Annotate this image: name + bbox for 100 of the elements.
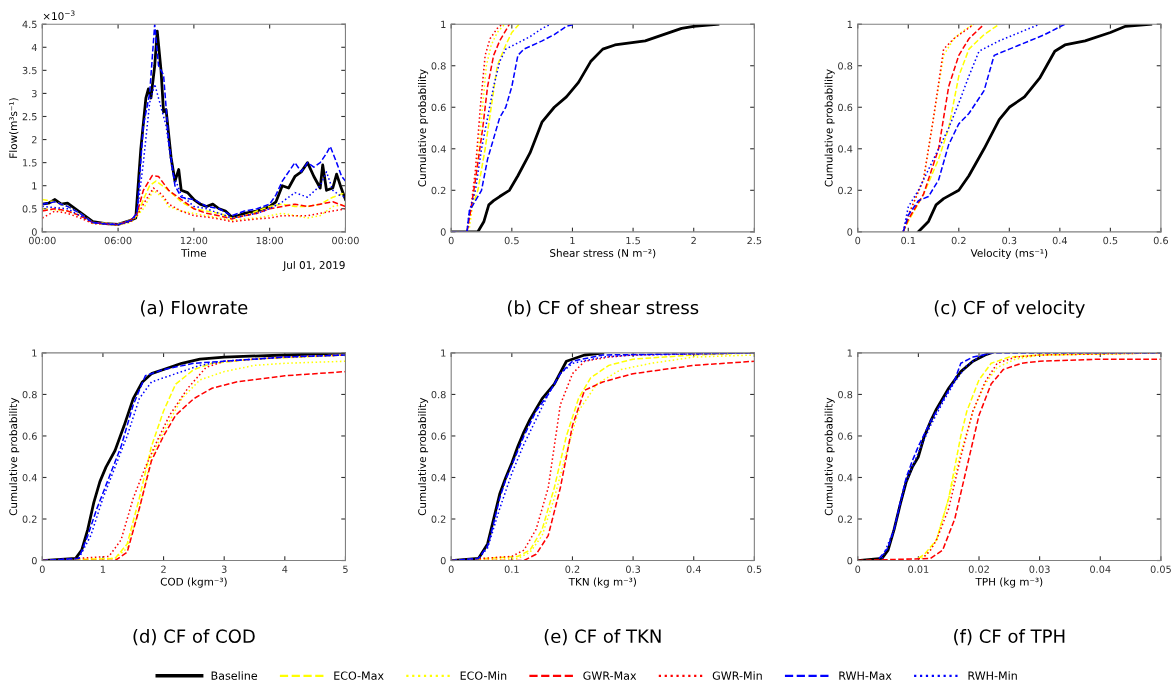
y-tick-label: 0.4 [431,473,446,482]
y-tick-label: 4 [31,43,37,51]
x-tick-label: 4 [282,565,288,573]
text: (f) CF of TPH [954,629,1065,646]
y-tick-label: 2 [31,136,37,144]
x-tick-label: 0.02 [968,565,989,573]
y-tick-label: 0.6 [22,432,37,440]
x-tick-label: 0.5 [1103,236,1118,245]
y-tick-label: 0.6 [431,103,446,112]
y-tick-label: 0.8 [22,390,37,399]
x-tick-label: 0.03 [1029,565,1050,573]
x-tick-label: 2.5 [747,236,762,245]
y-axis-title: Cumulative probability [418,397,429,516]
y-axis-title: Cumulative probability [824,69,835,187]
x-tick-label: 0 [855,236,861,245]
x-tick-label: 3 [221,565,227,573]
legend-label: GWR-Max [583,671,637,680]
y-tick-label: 0.2 [431,515,446,523]
y-tick-label: 1 [847,349,852,357]
x-axis-title: TKN (kg m⁻³) [568,577,636,588]
x-axis-title: Time [181,248,207,257]
y-tick-label: 0 [31,557,37,565]
y-tick-label: 0 [31,228,37,236]
x-tick-label: 0.1 [901,236,916,245]
y-tick-label: 0.4 [22,473,37,482]
y-tick-label: 1.5 [23,159,37,167]
text: Jul 01, 2019 [282,260,345,271]
y-tick-label: 0.4 [838,145,853,153]
x-tick-label: 06:00 [104,236,132,245]
y-tick-label: 1 [441,349,446,357]
y-axis-title: Cumulative probability [9,397,20,516]
y-axis-title: Flow(m³s⁻¹) [9,98,19,158]
legend-label: GWR-Min [712,671,762,680]
y-tick-label: 0.4 [838,473,853,482]
y-tick-label: 0.2 [22,515,37,523]
y-tick-label: 0.2 [431,186,446,195]
x-axis-title: Shear stress (N m⁻²) [550,248,656,259]
x-tick-label: 0.04 [1090,565,1111,573]
y-tick-label: 0 [847,557,853,565]
y-tick-label: 0.2 [838,515,852,523]
x-tick-label: 2 [691,236,696,245]
text: (b) CF of shear stress [507,300,699,317]
x-tick-label: 0.3 [1002,236,1017,245]
y-axis-title: Cumulative probability [824,397,835,516]
y-tick-label: 0 [440,228,446,236]
x-tick-label: 1 [570,236,575,245]
x-tick-label: 0.4 [1052,236,1068,245]
y-tick-label: 4.5 [22,20,37,29]
legend-label: RWH-Max [839,671,892,680]
x-tick-label: 12:00 [180,236,208,245]
x-tick-label: 0.1 [504,565,519,573]
x-tick-label: 0.01 [908,565,929,573]
x-tick-label: 0.2 [951,236,966,245]
y-tick-label: 0 [847,228,853,236]
x-tick-label: 0 [855,565,861,573]
x-axis-title: COD (kgm⁻³) [160,577,227,588]
legend-label: ECO-Max [334,671,384,680]
y-tick-label: 0.6 [431,432,446,440]
x-tick-label: 0.2 [565,565,580,573]
x-tick-label: 0 [448,565,454,573]
x-tick-label: 00:00 [332,236,359,245]
text: (e) CF of TKN [544,629,661,646]
x-tick-label: 0.4 [686,565,701,573]
x-tick-label: 0.6 [1153,236,1169,245]
x-tick-label: 0 [39,565,45,573]
x-axis-title: TPH (kg m⁻³) [975,577,1043,588]
x-tick-label: 1 [100,565,106,573]
y-tick-label: 3.5 [22,66,37,75]
y-axis-title: Cumulative probability [418,69,429,187]
x-tick-label: 5 [343,565,348,573]
x-tick-label: 0.3 [626,565,641,573]
text: (c) CF of velocity [934,300,1085,318]
legend-label: ECO-Min [460,671,507,680]
y-tick-label: 1 [32,349,37,357]
y-tick-label: 0.4 [431,145,446,153]
y-tick-label: 0.8 [431,390,446,399]
y-tick-label: 1 [441,20,446,28]
x-tick-label: 0 [448,236,454,245]
legend-label: Baseline [211,671,258,680]
x-tick-label: 2 [161,565,166,573]
text: ×10$^{−3}$ [43,10,75,21]
y-tick-label: 0.6 [838,432,853,440]
x-tick-label: 0.05 [1150,565,1171,573]
y-tick-label: 0.6 [838,103,853,112]
y-tick-label: 1 [847,20,852,28]
y-tick-label: 1 [32,182,37,190]
y-tick-label: 0.8 [838,62,853,70]
text: (a) Flowrate [141,300,248,317]
x-tick-label: 0.5 [747,565,762,573]
x-tick-label: 0.5 [504,236,519,245]
y-tick-label: 0.8 [838,390,853,399]
text: (d) CF of COD [133,629,255,646]
x-tick-label: 18:00 [256,236,284,245]
x-tick-label: 00:00 [28,236,56,245]
y-tick-label: 0.8 [431,62,446,70]
x-axis-title: Velocity (ms⁻¹) [970,248,1048,259]
legend-label: RWH-Min [968,671,1017,680]
y-tick-label: 0.5 [22,205,37,213]
y-tick-label: 3 [31,89,37,98]
y-tick-label: 0 [440,557,446,565]
